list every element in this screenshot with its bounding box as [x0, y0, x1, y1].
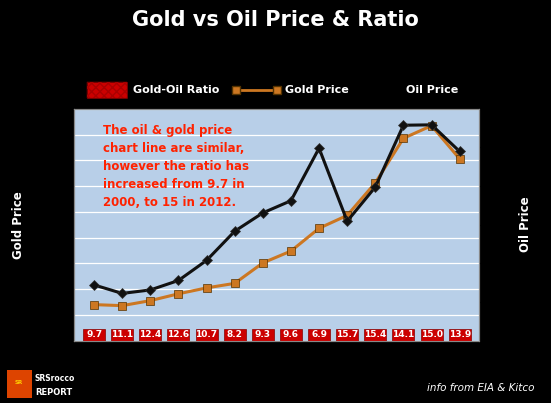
Bar [420, 329, 442, 341]
Bar [364, 329, 386, 341]
Text: Gold-Oil Ratio: Gold-Oil Ratio [133, 85, 219, 95]
Text: Oil Price: Oil Price [407, 85, 459, 95]
Text: 15.4: 15.4 [364, 330, 386, 339]
Text: 8.2: 8.2 [227, 330, 242, 339]
Bar [139, 329, 161, 341]
Text: 11.1: 11.1 [111, 330, 133, 339]
Bar [252, 329, 274, 341]
Text: 15.0: 15.0 [420, 330, 442, 339]
Text: 6.9: 6.9 [311, 330, 327, 339]
Text: Gold vs Oil Price & Ratio: Gold vs Oil Price & Ratio [132, 10, 419, 30]
Text: SRSrocco: SRSrocco [35, 374, 75, 383]
Bar [224, 329, 246, 341]
Bar [111, 329, 133, 341]
Bar [308, 329, 330, 341]
Text: 12.4: 12.4 [139, 330, 161, 339]
Text: REPORT: REPORT [35, 388, 72, 397]
Text: 9.7: 9.7 [86, 330, 102, 339]
Text: info from EIA & Kitco: info from EIA & Kitco [427, 383, 534, 393]
Text: 9.3: 9.3 [255, 330, 271, 339]
Bar [392, 329, 414, 341]
Text: 12.6: 12.6 [168, 330, 190, 339]
Text: The oil & gold price
chart line are similar,
however the ratio has
increased fro: The oil & gold price chart line are simi… [102, 124, 249, 209]
Bar [7, 370, 32, 397]
Bar [168, 329, 190, 341]
Bar [83, 329, 105, 341]
Text: 9.6: 9.6 [283, 330, 299, 339]
Y-axis label: Oil Price: Oil Price [519, 197, 532, 253]
Bar [336, 329, 358, 341]
FancyBboxPatch shape [87, 82, 127, 98]
Text: 14.1: 14.1 [392, 330, 414, 339]
Text: 15.7: 15.7 [336, 330, 358, 339]
Y-axis label: Gold Price: Gold Price [12, 191, 25, 259]
Text: 13.9: 13.9 [449, 330, 471, 339]
Bar [196, 329, 218, 341]
Text: Gold Price: Gold Price [285, 85, 349, 95]
Text: 10.7: 10.7 [196, 330, 218, 339]
Bar [449, 329, 471, 341]
Bar [280, 329, 302, 341]
Text: SR: SR [14, 380, 23, 384]
